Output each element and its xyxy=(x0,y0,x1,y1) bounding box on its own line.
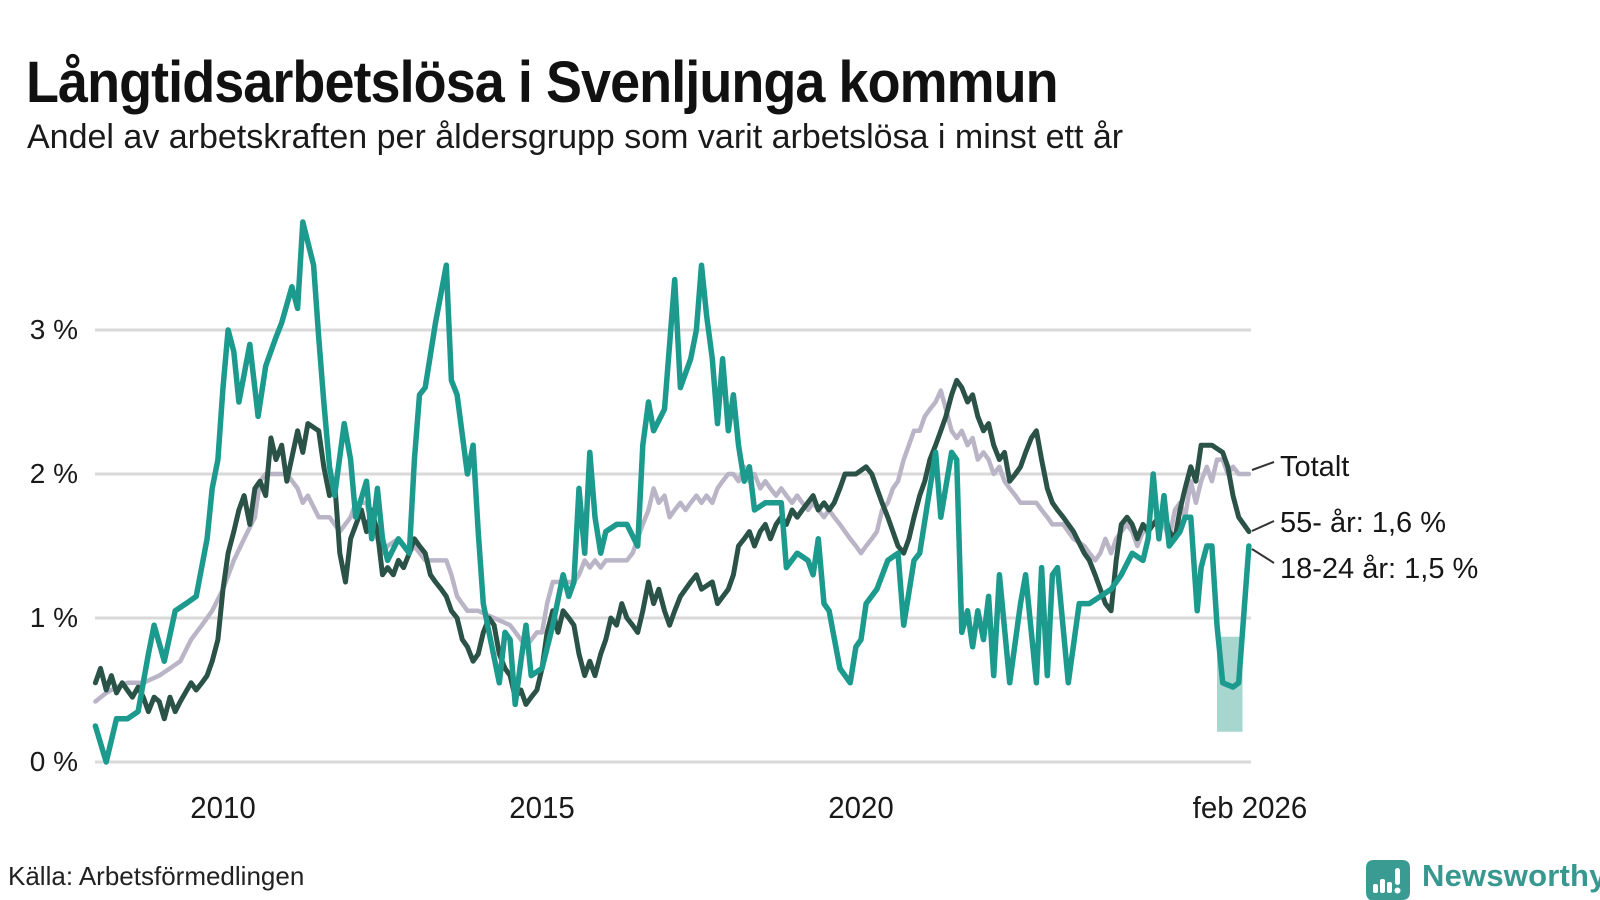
series-line-55--år xyxy=(92,377,1252,722)
series-label-totalt: Totalt xyxy=(1280,451,1350,483)
series-label-18-24-ar: 18-24 år: 1,5 % xyxy=(1280,553,1479,585)
y-tick-0pct: 0 % xyxy=(29,746,78,777)
chart-subtitle: Andel av arbetskraften per åldersgrupp s… xyxy=(27,118,1124,156)
series-line-18-24-år xyxy=(92,219,1252,765)
x-tick-feb-2026: feb 2026 xyxy=(1192,790,1308,825)
series-line-Totalt xyxy=(93,388,1252,704)
y-tick-3pct: 3 % xyxy=(29,314,78,345)
page-title: Långtidsarbetslösa i Svenljunga kommun xyxy=(26,49,1059,115)
source-note: Källa: Arbetsförmedlingen xyxy=(8,861,305,891)
y-tick-1pct: 1 % xyxy=(29,602,78,633)
newsworthy-logo-icon xyxy=(1366,860,1410,900)
label-connector-1 xyxy=(1251,520,1275,532)
x-tick-2015: 2015 xyxy=(509,790,575,825)
x-tick-2020: 2020 xyxy=(828,790,894,825)
label-connector-2 xyxy=(1251,548,1275,564)
label-connector-0 xyxy=(1251,461,1275,471)
series-label-55-ar: 55- år: 1,6 % xyxy=(1280,507,1447,539)
newsworthy-brand-text: Newsworthy xyxy=(1422,858,1600,893)
y-tick-2pct: 2 % xyxy=(29,458,78,489)
x-tick-2010: 2010 xyxy=(190,790,256,825)
